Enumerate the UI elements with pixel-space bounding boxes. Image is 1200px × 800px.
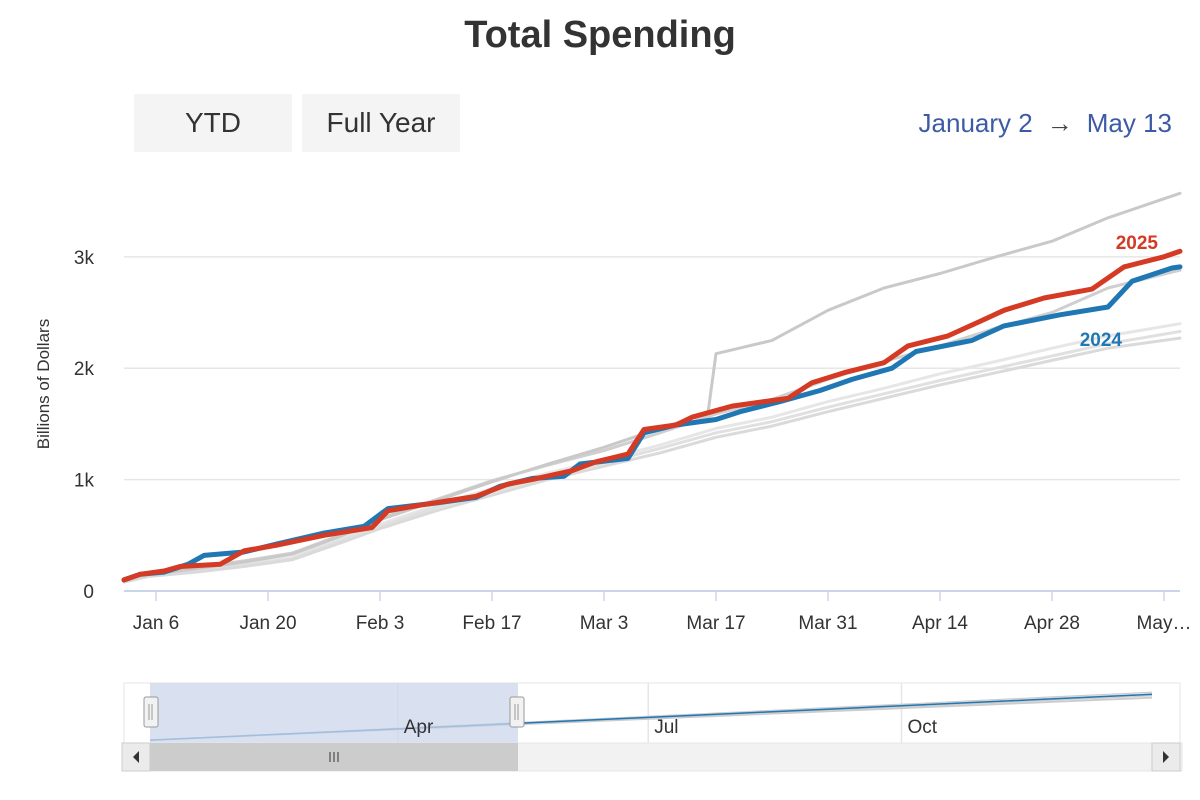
- x-tick-label: Mar 31: [798, 613, 857, 634]
- left-handle-grip[interactable]: [143, 696, 159, 728]
- chart-title: Total Spending: [464, 14, 736, 56]
- x-tick-label: Feb 17: [462, 613, 521, 634]
- past-year-line[interactable]: [122, 191, 1182, 582]
- right-handle-grip[interactable]: [509, 696, 525, 728]
- scroll-right-arrow-icon: [1163, 751, 1169, 763]
- series-labels: 2025 2024: [1080, 233, 1159, 351]
- date-range-arrow: →: [1046, 108, 1073, 138]
- navigator-left-handle[interactable]: [143, 696, 159, 728]
- y-tick-label: 1k: [74, 471, 95, 492]
- series-lines: [121, 191, 1183, 584]
- full-year-button[interactable]: Full Year: [302, 94, 460, 152]
- x-tick-label: Apr 28: [1024, 613, 1080, 634]
- x-tick-label: Mar 17: [686, 613, 745, 634]
- navigator-labels: Apr Jul Oct: [404, 717, 938, 738]
- y-tick-label: 0: [83, 582, 94, 603]
- navigator[interactable]: Apr Jul Oct: [123, 682, 1181, 744]
- past-year-line[interactable]: [122, 336, 1182, 584]
- axes: 0 1k 2k 3k Jan 6 Jan 20 Feb 3 Feb 17 Mar 3 Mar 17…: [74, 248, 1192, 634]
- series-2025-label: 2025: [1116, 233, 1159, 254]
- past-year-line[interactable]: [122, 268, 1182, 581]
- date-range-display: January 2 → May 13: [919, 108, 1172, 139]
- navigator-selection-mask[interactable]: [150, 683, 518, 743]
- y-tick-label: 2k: [74, 359, 95, 380]
- y-tick-label: 3k: [74, 248, 95, 269]
- date-range-end[interactable]: May 13: [1086, 108, 1172, 138]
- scroll-left-arrow-icon: [133, 751, 139, 763]
- ytd-button[interactable]: YTD: [134, 94, 292, 152]
- series-2024-label: 2024: [1080, 330, 1123, 351]
- series-2024-line[interactable]: [121, 264, 1183, 583]
- x-tick-label: Jan 6: [133, 613, 179, 634]
- x-tick-label: Mar 3: [580, 613, 629, 634]
- y-axis-label: Billions of Dollars: [34, 319, 53, 449]
- x-tick-label: Jan 20: [239, 613, 296, 634]
- navigator-x-label: Oct: [908, 717, 938, 738]
- series-2025-line[interactable]: [121, 248, 1183, 583]
- scrollbar[interactable]: [121, 742, 1183, 772]
- navigator-x-label: Apr: [404, 717, 434, 738]
- navigator-right-handle[interactable]: [509, 696, 525, 728]
- x-tick-label: Feb 3: [356, 613, 405, 634]
- x-tick-label: Apr 14: [912, 613, 968, 634]
- grid-lines: [124, 256, 1180, 481]
- date-range-start[interactable]: January 2: [918, 108, 1033, 138]
- x-tick-label: May…: [1137, 613, 1192, 634]
- navigator-x-label: Jul: [654, 717, 678, 738]
